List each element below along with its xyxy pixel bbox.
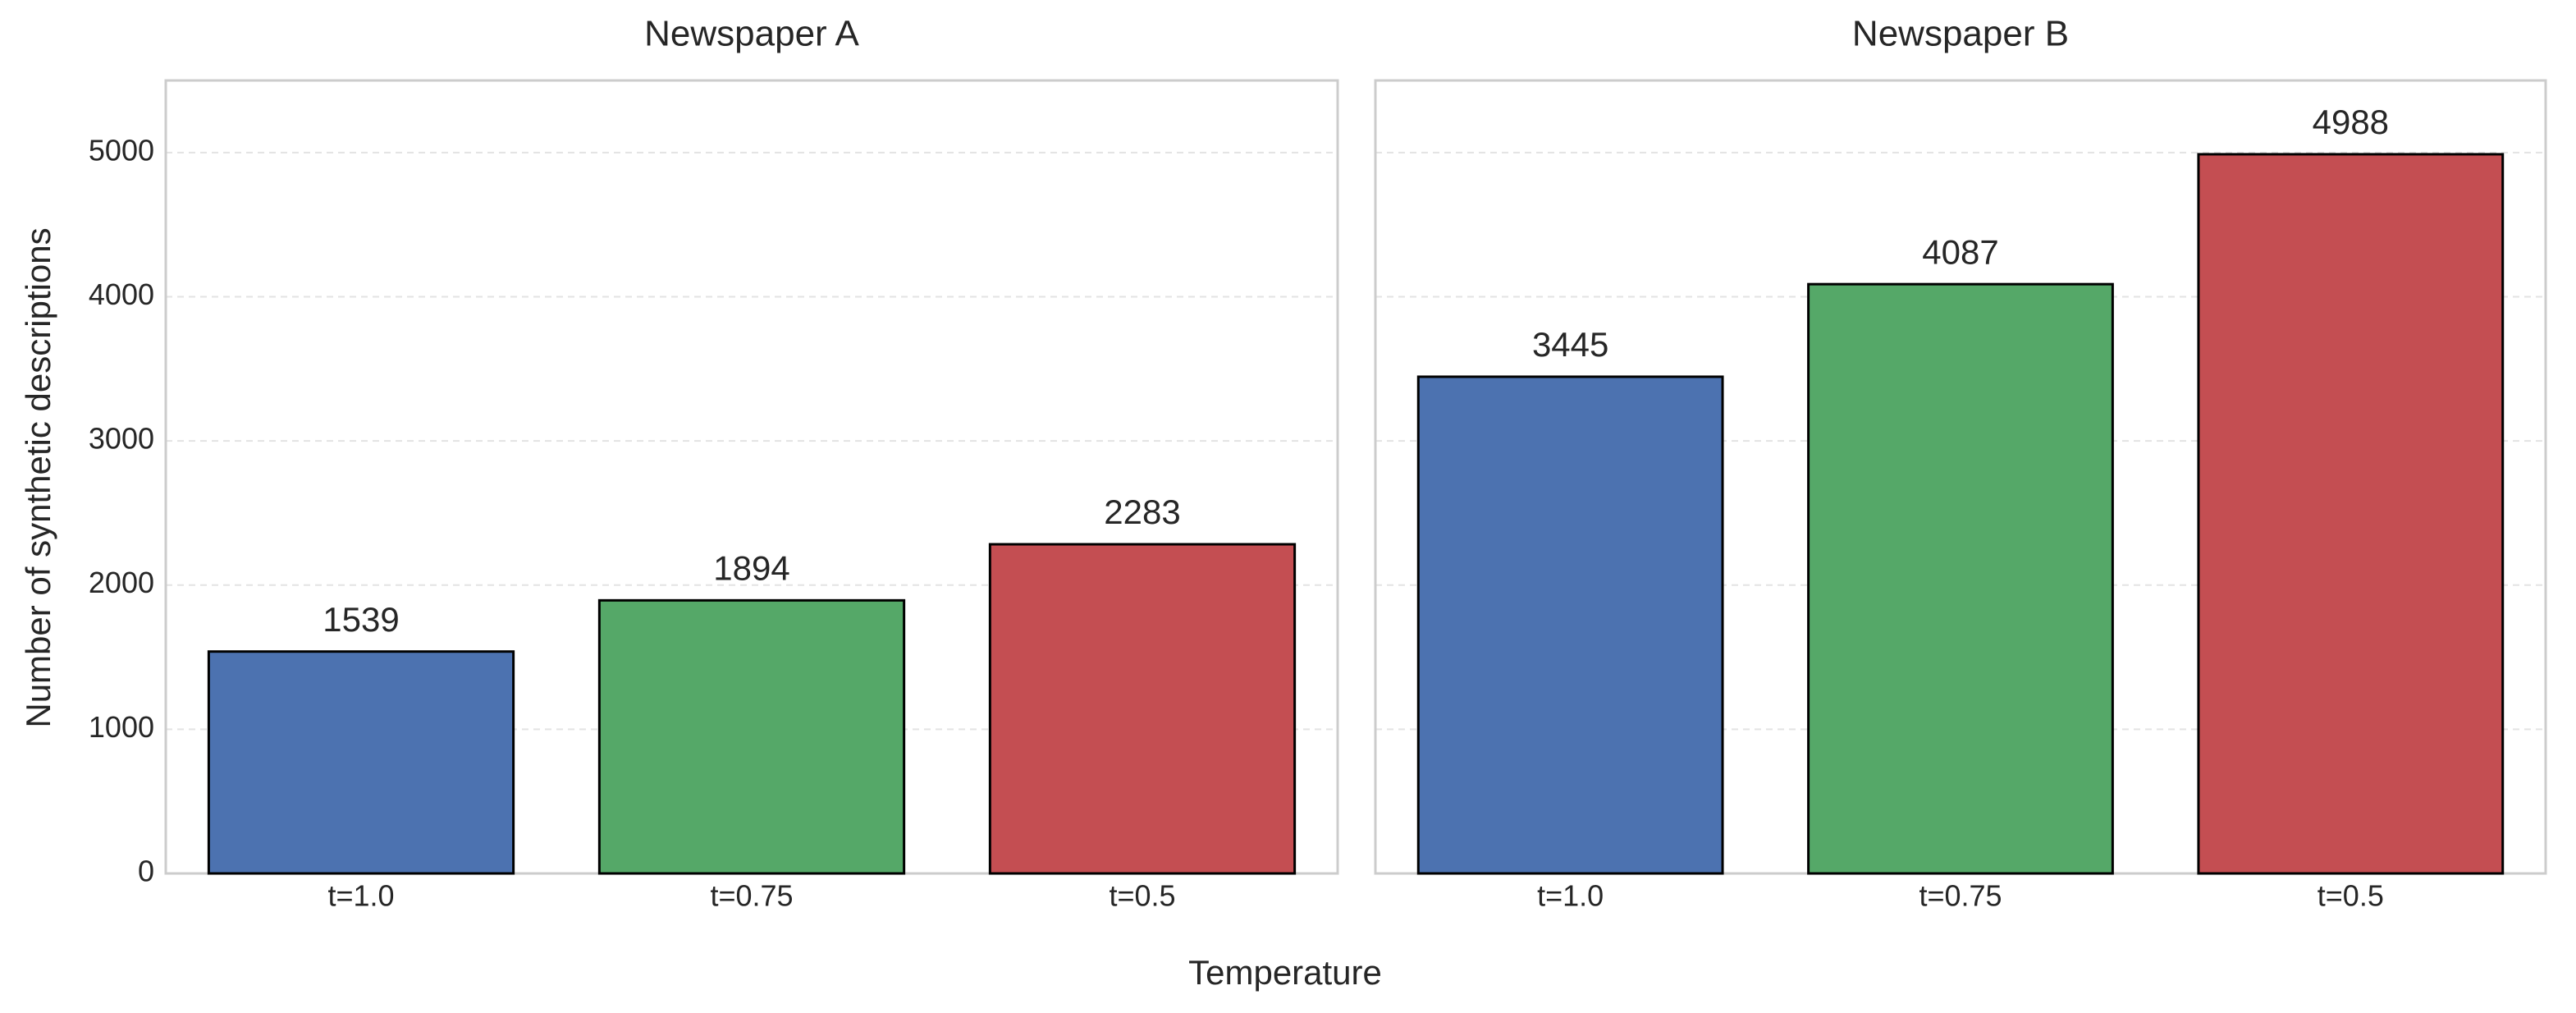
- bar: [1807, 282, 2114, 875]
- y-tick-label: 2000: [89, 566, 154, 599]
- bar: [597, 598, 906, 875]
- y-axis-label: Number of synthetic descriptions: [19, 227, 57, 727]
- panel-title: Newspaper A: [644, 14, 859, 54]
- y-tick-label: 4000: [89, 277, 154, 311]
- x-tick-label: t=0.5: [1109, 879, 1175, 913]
- panel-title: Newspaper B: [1852, 14, 2069, 54]
- x-tick-label: t=0.5: [2317, 879, 2384, 913]
- data-label: 1539: [323, 600, 399, 639]
- x-axis-label: Temperature: [1188, 953, 1382, 992]
- data-label: 4988: [2313, 103, 2389, 141]
- x-tick-label: t=0.75: [1919, 879, 2002, 913]
- bar: [207, 650, 515, 875]
- data-label: 4087: [1922, 232, 1998, 271]
- y-tick-label: 0: [138, 855, 154, 888]
- data-label: 2283: [1104, 493, 1180, 531]
- data-label: 3445: [1532, 325, 1608, 364]
- bar: [2197, 153, 2505, 875]
- y-tick-label: 1000: [89, 710, 154, 744]
- bar: [1416, 375, 1724, 875]
- y-tick-label: 5000: [89, 133, 154, 167]
- y-tick-label: 3000: [89, 422, 154, 456]
- x-tick-label: t=0.75: [710, 879, 793, 913]
- x-tick-label: t=1.0: [1537, 879, 1604, 913]
- data-label: 1894: [713, 548, 789, 587]
- bar: [988, 543, 1297, 875]
- x-tick-label: t=1.0: [327, 879, 394, 913]
